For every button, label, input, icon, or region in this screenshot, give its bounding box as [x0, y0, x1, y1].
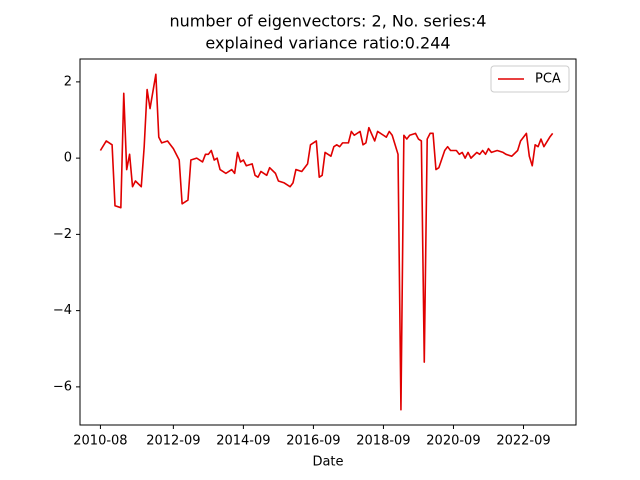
x-tick-label: 2020-09 [426, 434, 480, 449]
x-tick-label: 2014-09 [216, 434, 270, 449]
x-tick-label: 2022-09 [496, 434, 550, 449]
y-tick-label: 0 [64, 151, 72, 166]
y-tick-label: −2 [53, 227, 72, 242]
x-tick-label: 2010-08 [73, 434, 127, 449]
x-axis-label: Date [312, 455, 343, 470]
x-tick-label: 2016-09 [286, 434, 340, 449]
x-tick-label: 2012-09 [146, 434, 200, 449]
data-line [99, 73, 554, 411]
legend-box [490, 65, 570, 93]
y-tick-label: −4 [53, 303, 72, 318]
legend-label: PCA [535, 72, 561, 87]
y-tick-label: −6 [53, 379, 72, 394]
axes-frame [79, 58, 577, 426]
chart-title: number of eigenvectors: 2, No. series:4 [170, 12, 487, 31]
y-tick-label: 2 [64, 74, 72, 89]
chart-title: explained variance ratio:0.244 [205, 34, 450, 53]
x-tick-label: 2018-09 [356, 434, 410, 449]
